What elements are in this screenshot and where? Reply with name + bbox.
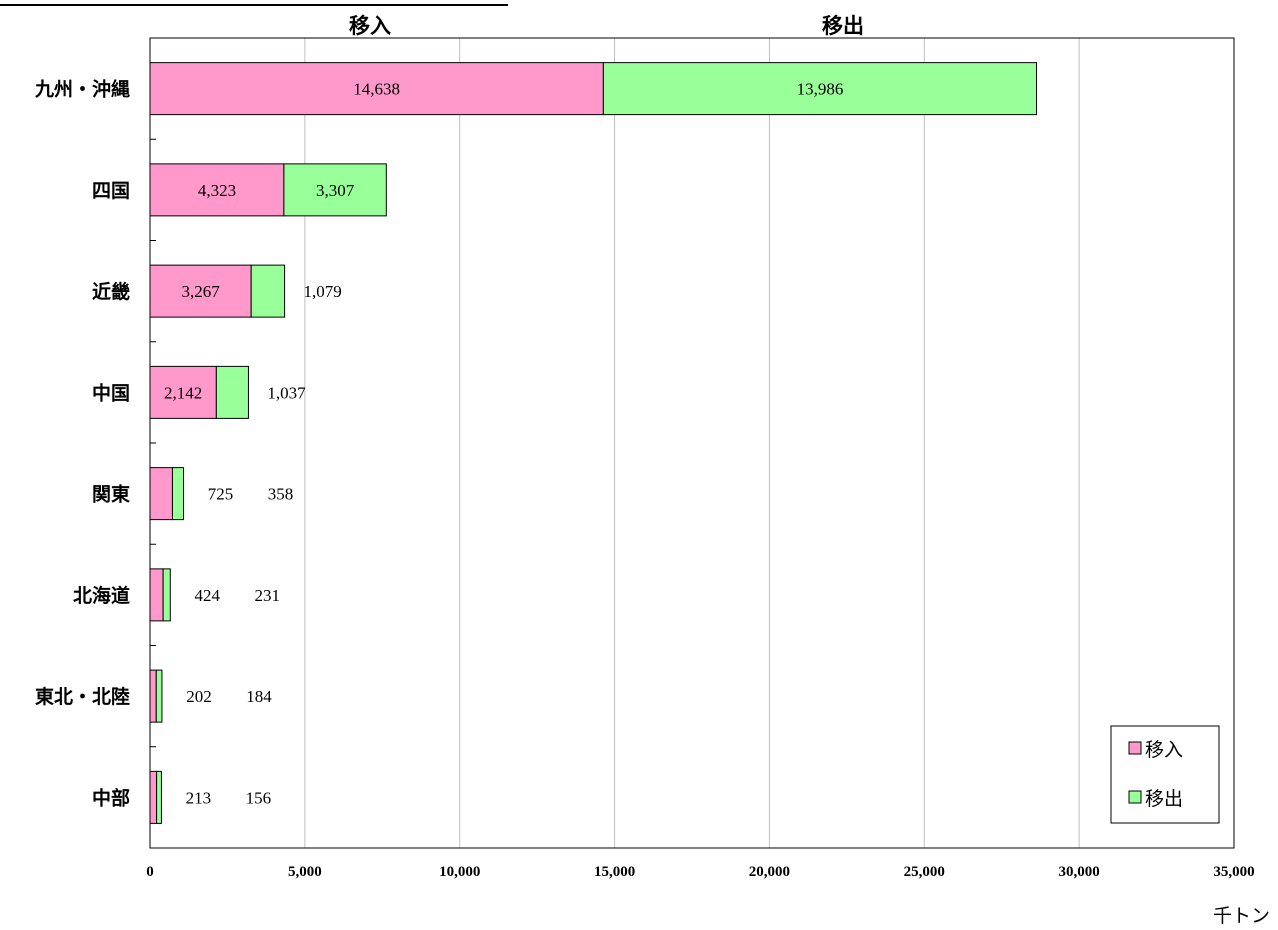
legend-label-inflow: 移入 — [1145, 739, 1183, 761]
legend: 移入 移出 — [1110, 725, 1220, 824]
x-tick-label: 35,000 — [1213, 864, 1254, 880]
bar-segment-inflow — [149, 365, 217, 419]
bar-segment-inflow — [149, 264, 252, 318]
plot-border — [149, 37, 1235, 849]
x-tick-label: 0 — [146, 864, 154, 880]
bar-segment-outflow — [283, 163, 387, 217]
category-label: 関東 — [92, 483, 130, 506]
data-label-outflow: 156 — [246, 788, 272, 807]
bar-segment-outflow — [602, 62, 1038, 116]
category-label: 北海道 — [73, 584, 130, 607]
category-label: 中国 — [92, 381, 130, 404]
plot-area: 0 5,000 10,000 15,000 20,000 25,000 30,000 35,0… — [34, 37, 1255, 880]
column-header-inflow: 移入 — [349, 14, 391, 38]
bar-segment-outflow — [156, 770, 162, 824]
x-tick-label: 30,000 — [1059, 864, 1100, 880]
data-label-inflow: 4,323 — [198, 181, 236, 200]
legend-label-outflow: 移出 — [1145, 788, 1183, 810]
data-label-inflow: 213 — [186, 788, 212, 807]
column-header-outflow: 移出 — [822, 14, 864, 38]
data-label-outflow: 1,079 — [303, 282, 341, 301]
bar-segment-outflow — [162, 568, 171, 622]
data-label-outflow: 13,986 — [797, 80, 844, 99]
bar-segment-outflow — [250, 264, 286, 318]
bar-segment-inflow — [149, 568, 164, 622]
data-label-outflow: 231 — [255, 586, 281, 605]
data-label-inflow: 202 — [186, 687, 212, 706]
x-tick-label: 5,000 — [288, 864, 322, 880]
data-label-outflow: 358 — [268, 485, 294, 504]
data-label-outflow: 3,307 — [316, 181, 355, 200]
bar-segment-inflow — [149, 669, 157, 723]
category-label: 四国 — [92, 180, 130, 202]
category-label: 中部 — [92, 786, 130, 809]
data-label-inflow: 725 — [208, 485, 234, 504]
bar-segment-inflow — [149, 467, 173, 521]
bar-segment-outflow — [155, 669, 163, 723]
data-label-inflow: 424 — [195, 586, 221, 605]
x-axis-unit-label: 千トン — [1213, 905, 1270, 927]
data-label-outflow: 1,037 — [267, 383, 306, 402]
bar-segment-outflow — [215, 365, 249, 419]
legend-swatch-outflow — [1128, 790, 1142, 804]
x-tick-label: 20,000 — [749, 864, 790, 880]
x-tick-label: 15,000 — [594, 864, 635, 880]
bar-segment-inflow — [149, 62, 604, 116]
legend-swatch-inflow — [1128, 741, 1142, 755]
x-tick-label: 10,000 — [439, 864, 480, 880]
data-label-outflow: 184 — [246, 687, 272, 706]
bar-segment-outflow — [171, 467, 185, 521]
x-tick-label: 25,000 — [904, 864, 945, 880]
bar-segment-inflow — [149, 163, 285, 217]
category-label: 九州・沖縄 — [34, 78, 130, 101]
bar-segment-inflow — [149, 770, 158, 824]
data-label-inflow: 3,267 — [181, 282, 220, 301]
data-label-inflow: 2,142 — [164, 383, 202, 402]
category-label: 東北・北陸 — [35, 685, 130, 708]
data-label-inflow: 14,638 — [353, 80, 400, 99]
category-label: 近畿 — [92, 280, 130, 303]
